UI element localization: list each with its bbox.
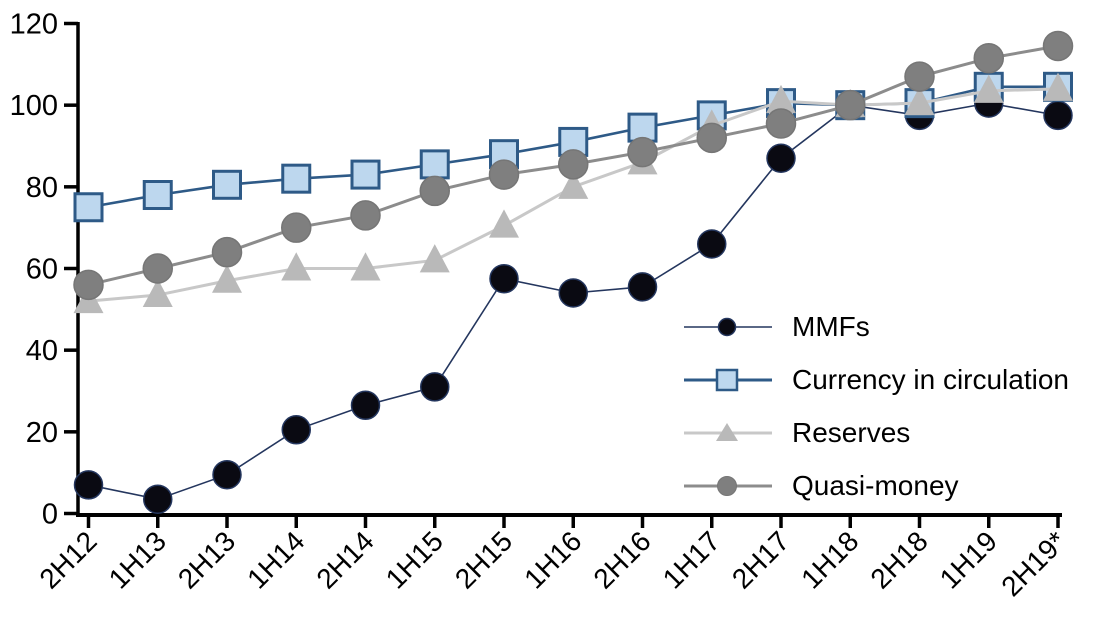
data-point-reserves	[1043, 72, 1073, 101]
data-point-currency-in-circulation	[73, 192, 104, 223]
data-point-quasi-money	[696, 122, 727, 154]
y-axis-tick-label: 120	[10, 9, 58, 41]
data-point-mmfs	[697, 229, 727, 259]
data-point-reserves	[973, 74, 1004, 103]
legend-item-currency-in-circulation: Currency in circulation	[684, 353, 1069, 406]
x-axis-tick-label: 1H15	[380, 525, 449, 594]
x-axis-tick-label: 2H14	[310, 525, 379, 594]
mmfs-line-marker-icon	[684, 317, 772, 336]
data-point-reserves	[142, 278, 173, 308]
legend-label: Reserves	[792, 416, 911, 448]
y-axis-tick-label: 60	[26, 254, 58, 286]
data-point-mmfs	[420, 372, 450, 402]
data-point-quasi-money	[765, 108, 797, 139]
data-point-quasi-money	[142, 253, 173, 284]
x-axis-tick-label: 2H17	[726, 525, 795, 594]
data-point-currency-in-circulation	[350, 159, 381, 190]
data-point-reserves	[350, 252, 381, 281]
data-point-quasi-money	[627, 136, 658, 168]
x-axis-tick-label: 1H19	[934, 525, 1003, 594]
data-point-reserves	[558, 170, 589, 199]
data-point-currency-in-circulation	[419, 149, 450, 180]
x-axis-tick-label: 1H16	[518, 525, 587, 594]
x-axis-tick-label: 2H16	[587, 525, 656, 594]
data-point-mmfs	[558, 278, 588, 308]
data-point-quasi-money	[835, 89, 866, 121]
data-point-mmfs	[281, 415, 311, 445]
data-point-reserves	[281, 252, 312, 281]
data-point-reserves	[212, 264, 242, 293]
data-point-currency-in-circulation	[281, 163, 312, 194]
legend-label: MMFs	[792, 310, 870, 342]
legend-item-mmfs: MMFs	[684, 300, 1069, 353]
data-point-mmfs	[212, 459, 242, 490]
data-point-quasi-money	[488, 159, 520, 190]
legend-item-reserves: Reserves	[684, 406, 1069, 459]
data-point-reserves	[766, 84, 796, 114]
x-axis-tick-label: 1H14	[241, 525, 310, 594]
y-axis-tick-label: 20	[26, 417, 58, 449]
y-axis-tick-label: 0	[42, 499, 58, 531]
data-point-quasi-money	[211, 236, 243, 268]
data-point-mmfs	[73, 470, 104, 500]
data-point-quasi-money	[1042, 30, 1074, 62]
data-point-mmfs	[1043, 100, 1073, 131]
x-axis-tick-label: 2H19*	[995, 525, 1072, 602]
legend-label: Quasi-money	[792, 469, 959, 501]
data-point-currency-in-circulation	[212, 169, 242, 200]
legend-label: Currency in circulation	[792, 363, 1069, 395]
data-point-quasi-money	[419, 175, 450, 207]
x-axis-tick-label: 1H17	[657, 525, 726, 594]
data-point-reserves	[419, 244, 450, 273]
data-point-mmfs	[350, 390, 381, 421]
x-axis-tick-label: 2H13	[172, 525, 241, 594]
x-axis-tick-label: 1H13	[103, 525, 172, 594]
data-point-mmfs	[766, 143, 796, 174]
currency-line-marker-icon	[684, 368, 772, 391]
x-axis-tick-label: 1H18	[795, 525, 864, 594]
y-axis-tick-label: 100	[10, 90, 58, 122]
y-axis-tick-label: 80	[26, 172, 58, 204]
data-point-currency-in-circulation	[142, 180, 173, 211]
data-point-quasi-money	[73, 269, 104, 301]
y-axis-tick-label: 40	[26, 335, 58, 367]
data-point-currency-in-circulation	[627, 112, 658, 143]
data-point-reserves	[489, 209, 519, 238]
data-point-quasi-money	[281, 212, 312, 243]
quasi-money-line-marker-icon	[684, 475, 772, 496]
data-point-mmfs	[489, 263, 519, 294]
x-axis-tick-label: 2H18	[864, 525, 933, 594]
reserves-line-marker-icon	[684, 422, 772, 441]
data-point-quasi-money	[973, 42, 1004, 74]
legend-item-quasi-money: Quasi-money	[684, 459, 1069, 512]
legend: MMFs Currency in circulation Reserves Qu…	[684, 300, 1069, 512]
data-point-reserves	[904, 86, 935, 116]
x-axis-tick-label: 2H15	[449, 525, 518, 594]
data-point-quasi-money	[904, 61, 935, 92]
data-point-mmfs	[143, 484, 173, 514]
data-point-quasi-money	[350, 200, 381, 231]
data-point-quasi-money	[558, 149, 589, 180]
data-point-mmfs	[627, 272, 658, 302]
x-axis-tick-label: 2H12	[33, 525, 102, 594]
